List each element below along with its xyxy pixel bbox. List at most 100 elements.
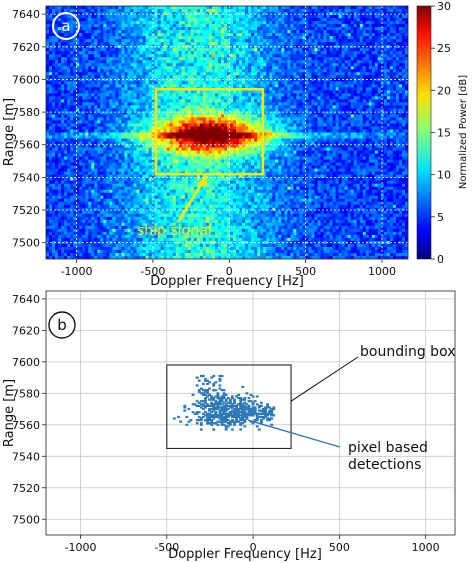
heatmap-cell xyxy=(181,42,186,46)
heatmap-cell xyxy=(233,114,237,118)
heatmap-cell xyxy=(67,72,71,76)
heatmap-cell xyxy=(263,102,267,106)
heatmap-cell xyxy=(338,42,343,46)
heatmap-cell xyxy=(220,54,225,58)
heatmap-cell xyxy=(284,120,288,124)
heatmap-cell xyxy=(377,66,382,70)
heatmap-cell xyxy=(145,18,150,22)
heatmap-cell xyxy=(281,72,285,76)
heatmap-cell xyxy=(127,42,131,46)
heatmap-cell xyxy=(184,66,189,70)
heatmap-cell xyxy=(151,81,156,85)
heatmap-cell xyxy=(205,21,210,25)
heatmap-cell xyxy=(58,6,62,10)
heatmap-cell xyxy=(251,72,255,76)
heatmap-cell xyxy=(187,57,192,61)
heatmap-cell xyxy=(305,84,309,88)
heatmap-cell xyxy=(299,111,303,115)
heatmap-cell xyxy=(296,105,300,109)
heatmap-cell xyxy=(338,39,343,43)
heatmap-cell xyxy=(76,99,80,103)
heatmap-cell xyxy=(199,54,204,58)
heatmap-cell xyxy=(94,69,98,73)
heatmap-cell xyxy=(347,39,352,43)
heatmap-cell xyxy=(82,117,86,121)
heatmap-cell xyxy=(79,9,83,13)
heatmap-cell xyxy=(100,75,104,79)
heatmap-cell xyxy=(94,126,98,130)
heatmap-cell xyxy=(124,129,128,133)
heatmap-cell xyxy=(151,72,156,76)
heatmap-cell xyxy=(377,24,382,28)
heatmap-cell xyxy=(52,63,56,67)
heatmap-cell xyxy=(64,78,68,82)
heatmap-cell xyxy=(356,66,361,70)
heatmap-cell xyxy=(377,48,382,52)
heatmap-cell xyxy=(61,42,65,46)
heatmap-cell xyxy=(353,123,358,127)
heatmap-cell xyxy=(181,126,186,130)
heatmap-cell xyxy=(302,48,306,52)
heatmap-cell xyxy=(380,96,385,100)
heatmap-cell xyxy=(130,30,134,34)
heatmap-cell xyxy=(181,102,186,106)
heatmap-cell xyxy=(290,78,294,82)
heatmap-cell xyxy=(91,57,95,61)
heatmap-cell xyxy=(302,51,306,55)
heatmap-cell xyxy=(251,60,255,64)
heatmap-cell xyxy=(359,24,364,28)
heatmap-cell xyxy=(305,111,309,115)
heatmap-cell xyxy=(82,123,86,127)
heatmap-cell xyxy=(151,126,156,130)
heatmap-cell xyxy=(64,36,68,40)
heatmap-cell xyxy=(121,30,125,34)
heatmap-cell xyxy=(404,96,408,100)
heatmap-cell xyxy=(317,84,322,88)
heatmap-cell xyxy=(317,120,322,124)
heatmap-cell xyxy=(251,63,255,67)
heatmap-cell xyxy=(287,105,291,109)
heatmap-cell xyxy=(278,126,282,130)
heatmap-cell xyxy=(160,60,165,64)
heatmap-cell xyxy=(70,105,74,109)
heatmap-cell xyxy=(46,129,50,133)
heatmap-cell xyxy=(230,57,234,61)
heatmap-cell xyxy=(392,81,397,85)
heatmap-cell xyxy=(299,96,303,100)
heatmap-cell xyxy=(121,72,125,76)
heatmap-cell xyxy=(151,114,156,118)
heatmap-cell xyxy=(359,57,364,61)
heatmap-cell xyxy=(242,105,246,109)
heatmap-cell xyxy=(350,99,355,103)
heatmap-cell xyxy=(398,63,403,67)
heatmap-cell xyxy=(184,99,189,103)
heatmap-cell xyxy=(88,96,92,100)
heatmap-cell xyxy=(386,9,391,13)
heatmap-cell xyxy=(175,12,180,16)
heatmap-cell xyxy=(266,69,270,73)
heatmap-cell xyxy=(163,123,168,127)
heatmap-cell xyxy=(326,105,331,109)
heatmap-cell xyxy=(356,72,361,76)
heatmap-cell xyxy=(386,69,391,73)
heatmap-cell xyxy=(58,54,62,58)
heatmap-cell xyxy=(320,90,325,94)
heatmap-cell xyxy=(281,114,285,118)
heatmap-cell xyxy=(151,57,156,61)
heatmap-cell xyxy=(341,90,346,94)
heatmap-cell xyxy=(368,15,373,19)
heatmap-cell xyxy=(97,36,101,40)
heatmap-cell xyxy=(326,57,331,61)
heatmap-cell xyxy=(76,60,80,64)
heatmap-cell xyxy=(82,33,86,37)
heatmap-cell xyxy=(386,21,391,25)
heatmap-cell xyxy=(290,123,294,127)
heatmap-cell xyxy=(88,126,92,130)
heatmap-cell xyxy=(130,60,134,64)
heatmap-cell xyxy=(395,12,400,16)
heatmap-cell xyxy=(320,78,325,82)
heatmap-cell xyxy=(314,33,318,37)
heatmap-cell xyxy=(386,27,391,31)
heatmap-cell xyxy=(398,81,403,85)
heatmap-cell xyxy=(61,96,65,100)
